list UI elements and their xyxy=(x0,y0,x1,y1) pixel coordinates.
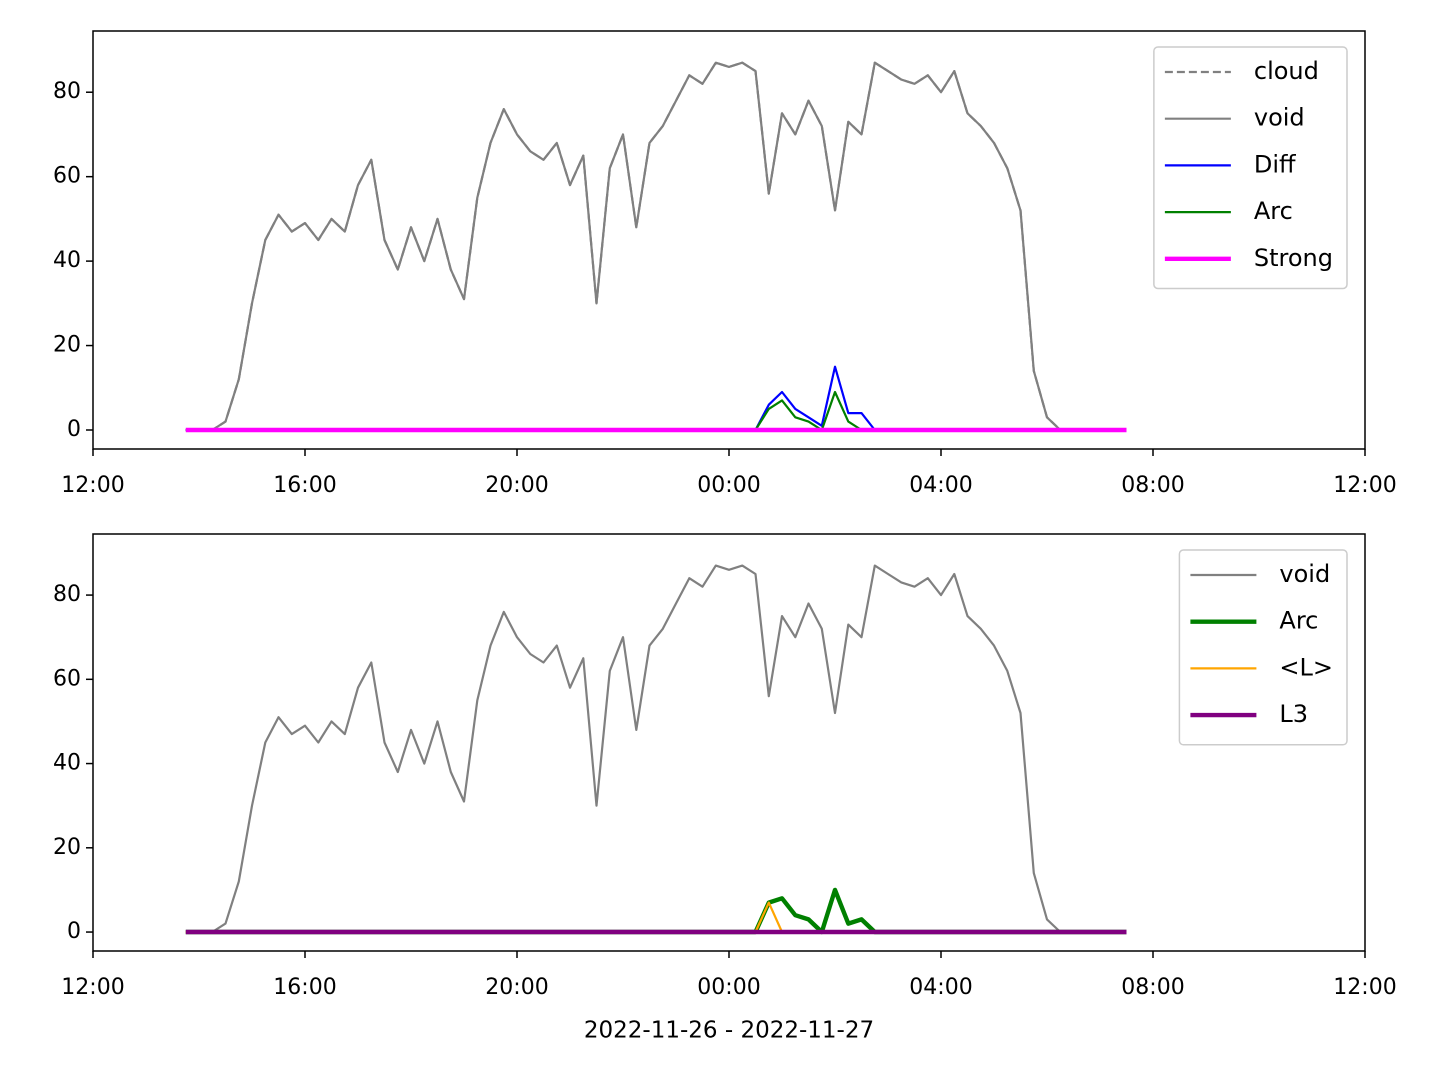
legend: cloud void Diff Arc Strong xyxy=(1153,46,1348,290)
y-tick-label: 60 xyxy=(53,164,81,189)
legend-label: L3 xyxy=(1279,700,1308,728)
x-tick-label: 16:00 xyxy=(273,473,336,498)
x-tick-label: 20:00 xyxy=(485,975,548,1000)
axes-frame xyxy=(92,533,1366,952)
x-tick-label: 20:00 xyxy=(485,473,548,498)
series-line xyxy=(185,365,1127,432)
y-tick-label: 80 xyxy=(53,582,81,607)
legend-label: void xyxy=(1279,560,1330,588)
series-line xyxy=(185,887,1127,935)
x-tick-label: 00:00 xyxy=(697,473,760,498)
x-tick-label: 12:00 xyxy=(1333,473,1396,498)
axes-frame xyxy=(92,30,1366,450)
x-tick-label: 08:00 xyxy=(1121,975,1184,1000)
y-tick-label: 20 xyxy=(53,333,81,358)
legend-label: Strong xyxy=(1254,244,1333,272)
series-line xyxy=(185,390,1127,432)
y-tick-label: 0 xyxy=(67,919,81,944)
legend-frame xyxy=(1153,46,1348,290)
x-tick-label: 12:00 xyxy=(61,473,124,498)
x-tick-label: 04:00 xyxy=(909,473,972,498)
y-tick-label: 80 xyxy=(53,79,81,104)
y-tick-label: 40 xyxy=(53,248,81,273)
y-tick-label: 20 xyxy=(53,835,81,860)
legend-label: <L> xyxy=(1279,653,1333,681)
series-line xyxy=(185,61,1127,432)
legend-label: void xyxy=(1254,104,1305,132)
x-tick-label: 00:00 xyxy=(697,975,760,1000)
x-tick-label: 04:00 xyxy=(909,975,972,1000)
x-tick-label: 12:00 xyxy=(1333,975,1396,1000)
x-tick-label: 16:00 xyxy=(273,975,336,1000)
y-tick-label: 60 xyxy=(53,666,81,691)
legend-frame xyxy=(1178,549,1348,746)
legend-label: Diff xyxy=(1254,150,1296,178)
series-line xyxy=(185,564,1127,934)
legend-label: Arc xyxy=(1254,197,1293,225)
x-axis-label: 2022-11-26 - 2022-11-27 xyxy=(584,1018,874,1044)
plot-area: 0 20 40 60 80 12:00 16:00 20:00 00:00 04:00 08:00 1… xyxy=(53,533,1397,1044)
y-tick-label: 0 xyxy=(67,417,81,442)
x-tick-label: 08:00 xyxy=(1121,473,1184,498)
plot-area: 0 20 40 60 80 12:00 16:00 20:00 00:00 04:00 08:00 1… xyxy=(53,30,1397,498)
legend: void Arc <L> L3 xyxy=(1178,549,1348,746)
y-tick-label: 40 xyxy=(53,751,81,776)
legend-label: cloud xyxy=(1254,57,1319,85)
series-line xyxy=(185,901,1127,934)
series-line xyxy=(185,61,1127,432)
legend-label: Arc xyxy=(1279,607,1318,635)
x-tick-label: 12:00 xyxy=(61,975,124,1000)
